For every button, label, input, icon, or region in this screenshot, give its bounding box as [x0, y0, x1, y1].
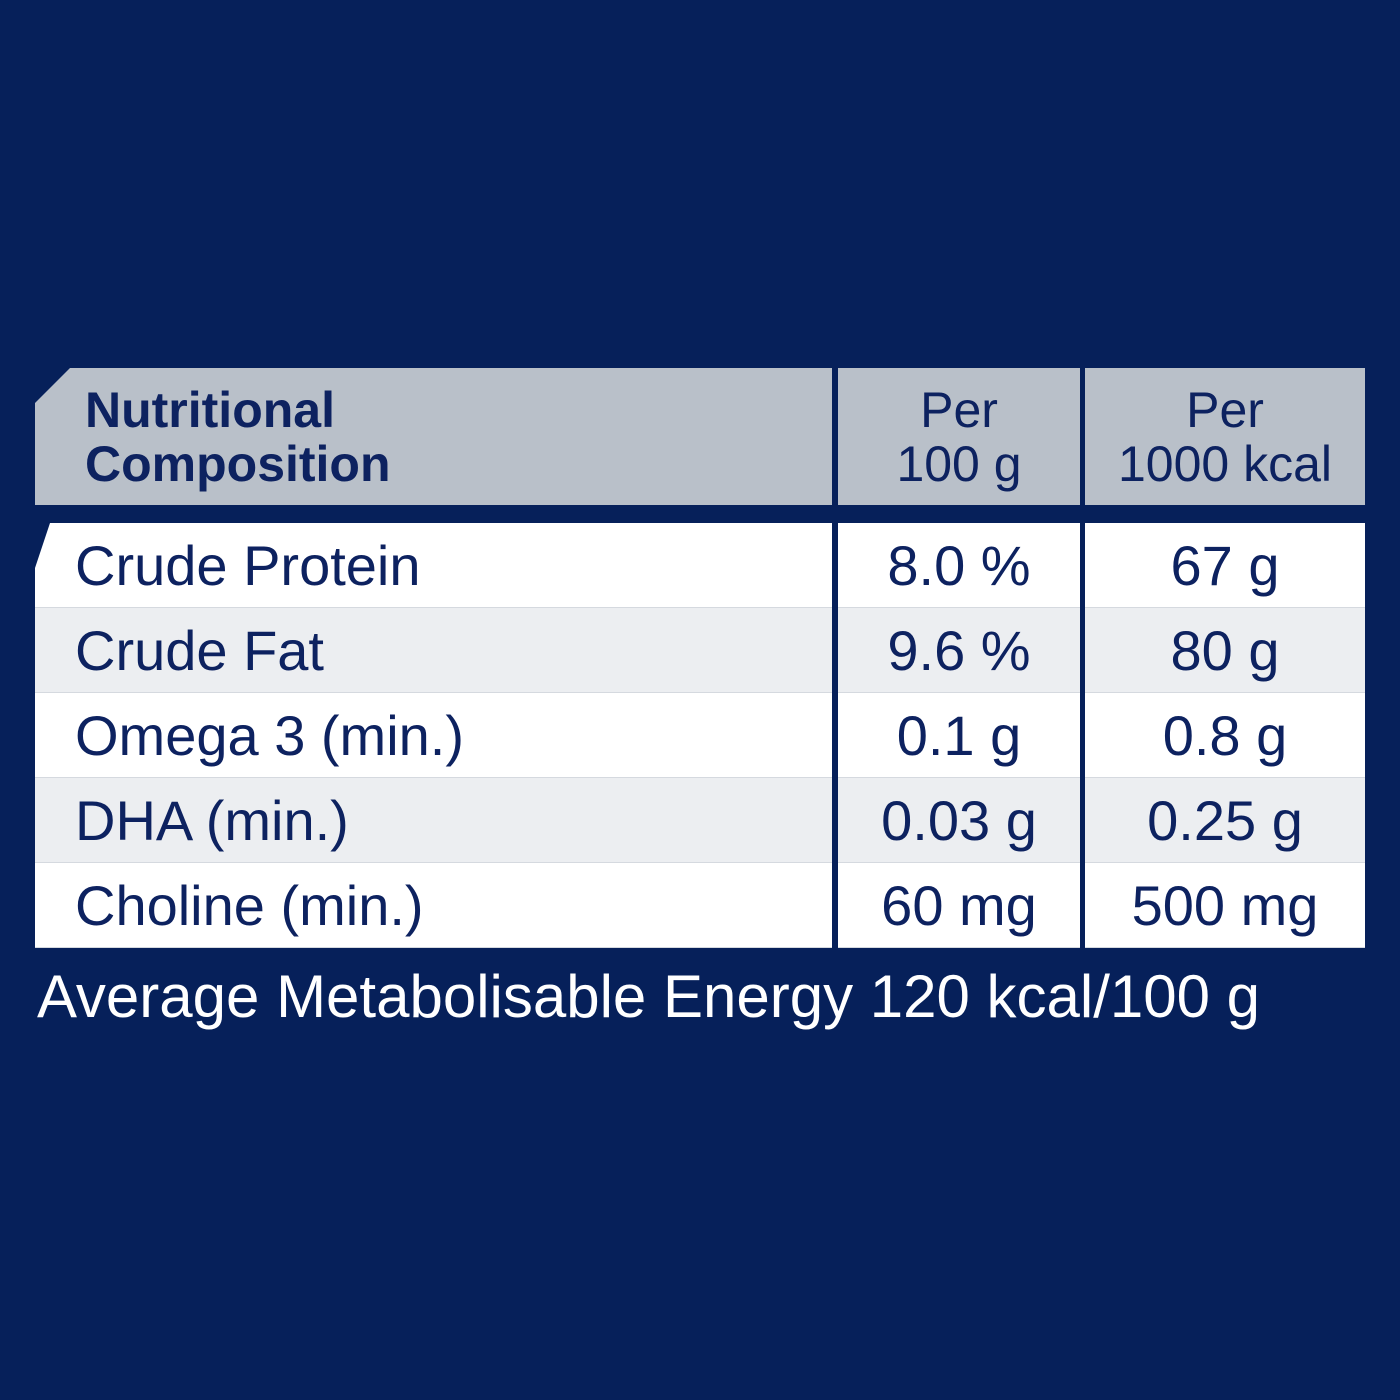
table-cell: DHA (min.): [35, 778, 832, 863]
cell-text: 0.03 g: [881, 788, 1037, 852]
header-text: 100 g: [896, 435, 1022, 492]
header-text: Nutritional: [85, 381, 335, 438]
cell-text: Crude Fat: [75, 618, 324, 682]
header-text: 1000 kcal: [1117, 435, 1333, 492]
table-cell: 0.1 g: [838, 693, 1080, 778]
header-cell: Nutritional Composition: [35, 368, 832, 505]
header-text: Per: [1186, 381, 1264, 438]
cell-text: Choline (min.): [75, 873, 424, 937]
header-text: Composition: [85, 435, 391, 492]
table-cell: Crude Protein: [35, 523, 832, 608]
header-cell: Per 1000 kcal: [1085, 368, 1365, 505]
table-cell: Crude Fat: [35, 608, 832, 693]
cell-text: 9.6 %: [887, 618, 1031, 682]
cell-text: 0.1 g: [896, 703, 1022, 767]
table-cell: 60 mg: [838, 863, 1080, 948]
table-cell: 0.25 g: [1085, 778, 1365, 863]
table-cell: 500 mg: [1085, 863, 1365, 948]
cell-text: 60 mg: [881, 873, 1037, 937]
cell-text: 67 g: [1170, 533, 1280, 597]
cell-text: 500 mg: [1131, 873, 1319, 937]
cell-text: DHA (min.): [75, 788, 349, 852]
table-cell: Omega 3 (min.): [35, 693, 832, 778]
header-cell: Per 100 g: [838, 368, 1080, 505]
table-cell: 0.03 g: [838, 778, 1080, 863]
cell-text: 80 g: [1170, 618, 1280, 682]
cell-text: 8.0 %: [887, 533, 1031, 597]
header-text: Per: [920, 381, 998, 438]
table-cell: 80 g: [1085, 608, 1365, 693]
table-cell: 0.8 g: [1085, 693, 1365, 778]
cell-text: Crude Protein: [75, 533, 421, 597]
cell-text: Omega 3 (min.): [75, 703, 464, 767]
cell-text: 0.8 g: [1162, 703, 1288, 767]
table-cell: 67 g: [1085, 523, 1365, 608]
cell-text: 0.25 g: [1147, 788, 1303, 852]
table-cell: 9.6 %: [838, 608, 1080, 693]
table-cell: 8.0 %: [838, 523, 1080, 608]
energy-note: Average Metabolisable Energy 120 kcal/10…: [37, 963, 1261, 1030]
table-cell: Choline (min.): [35, 863, 832, 948]
